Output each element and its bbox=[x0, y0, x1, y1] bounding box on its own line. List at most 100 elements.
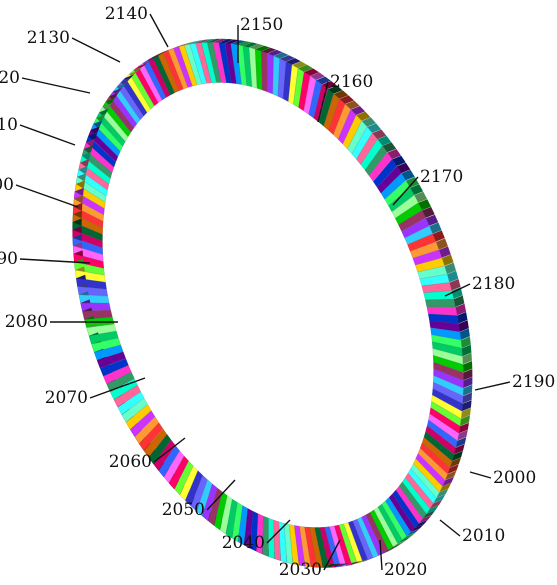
ring-bar bbox=[427, 419, 458, 448]
ring-bar bbox=[373, 506, 398, 548]
ring-bar bbox=[431, 334, 462, 349]
ring-bar-side bbox=[255, 45, 271, 52]
ring-bar-side bbox=[377, 135, 392, 146]
ring-bar bbox=[433, 375, 464, 397]
ring-bar bbox=[402, 477, 430, 514]
ring-bar-side bbox=[457, 312, 468, 324]
ring-bar-side bbox=[461, 400, 472, 412]
ring-bar bbox=[121, 397, 148, 423]
tick-label: 2100 bbox=[0, 175, 14, 195]
ring-bar-side bbox=[451, 287, 463, 299]
ring-bar bbox=[410, 241, 440, 259]
ring-bar-side bbox=[397, 536, 412, 544]
ring-bar bbox=[309, 527, 324, 568]
ring-bar bbox=[231, 502, 243, 542]
tick-label: 2180 bbox=[472, 274, 515, 294]
ring-bar bbox=[398, 210, 426, 232]
ring-bar bbox=[93, 117, 123, 152]
tick-label: 2070 bbox=[45, 388, 88, 408]
ring-bar bbox=[426, 306, 458, 316]
ring-bar bbox=[100, 358, 129, 377]
ring-bar bbox=[303, 75, 317, 115]
ring-bar bbox=[163, 450, 185, 484]
tick-mark bbox=[153, 437, 186, 463]
ring-bar bbox=[431, 394, 463, 419]
ring-bar bbox=[207, 42, 222, 83]
ring-bar bbox=[113, 86, 141, 125]
ring-bar bbox=[139, 422, 163, 451]
ring-bar bbox=[369, 152, 393, 182]
ring-bar bbox=[429, 320, 460, 332]
ring-bar-side bbox=[447, 270, 459, 283]
ring-bar bbox=[103, 365, 132, 385]
ring-bar-side bbox=[463, 369, 473, 381]
ring-bar bbox=[267, 53, 274, 95]
ring-bar-side bbox=[383, 546, 398, 553]
ring-bar-side bbox=[455, 303, 467, 316]
ring-bar bbox=[299, 526, 312, 568]
ring-bar bbox=[392, 489, 419, 529]
ring-bar bbox=[432, 341, 463, 357]
ring-bar-side bbox=[225, 39, 240, 44]
ring-bar bbox=[96, 111, 126, 147]
ring-bar bbox=[384, 180, 411, 206]
ring-bar bbox=[72, 229, 103, 248]
ring-bar bbox=[294, 525, 306, 567]
ring-bar bbox=[420, 442, 450, 475]
ring-bar-side bbox=[449, 279, 461, 291]
ring-bar-side bbox=[388, 543, 402, 550]
tick-mark bbox=[392, 176, 419, 206]
ring-bar-side bbox=[396, 162, 411, 174]
tick-labels: 2000 2010 2020 2030 2040 2050 2060 2070 2080 2090… bbox=[0, 4, 555, 580]
ring-bar bbox=[412, 249, 442, 266]
ring-bar bbox=[218, 42, 232, 84]
ring-bar bbox=[261, 51, 268, 93]
ring-bar-side bbox=[378, 549, 393, 556]
ring-bar bbox=[143, 428, 167, 458]
ring-bar-side bbox=[273, 52, 289, 59]
ring-bar bbox=[388, 493, 415, 533]
ring-bar-side bbox=[439, 482, 452, 493]
tick-label: 2150 bbox=[240, 15, 283, 35]
ring-bar bbox=[298, 71, 311, 112]
ring-bar-side bbox=[460, 336, 471, 349]
tick-mark bbox=[317, 81, 329, 123]
ring-bar bbox=[86, 135, 116, 168]
ring-bar-side bbox=[422, 206, 435, 218]
tick-label: 2040 bbox=[222, 533, 265, 553]
tick-label: 2000 bbox=[493, 468, 536, 488]
ring-bar bbox=[433, 368, 464, 389]
ring-bar-side bbox=[463, 384, 473, 396]
ring-bar bbox=[202, 483, 218, 522]
ring-bar-side bbox=[429, 222, 442, 234]
ring-bar-side bbox=[426, 505, 439, 514]
ring-bar bbox=[250, 511, 259, 552]
ring-bar-side bbox=[458, 320, 469, 332]
tick-label: 2120 bbox=[0, 68, 20, 88]
ring-bar bbox=[401, 218, 430, 239]
ring-bar bbox=[96, 351, 126, 369]
ring-bar bbox=[219, 495, 233, 535]
ring-bar-side bbox=[461, 407, 471, 419]
ring-bar bbox=[385, 497, 411, 537]
ring-bar bbox=[80, 302, 111, 312]
ring-bar bbox=[405, 472, 434, 509]
ring-bar-side bbox=[243, 42, 258, 48]
ring-bar-side bbox=[410, 524, 424, 532]
ring-bar-side bbox=[441, 254, 454, 266]
ring-bar bbox=[72, 237, 103, 255]
ring-bar bbox=[117, 391, 145, 415]
tick-label: 2010 bbox=[462, 526, 505, 546]
tick-label: 2110 bbox=[0, 115, 18, 135]
ring-bar bbox=[224, 42, 237, 84]
ring-bar-side bbox=[455, 437, 467, 448]
ring-bar bbox=[190, 475, 208, 512]
ring-bar bbox=[195, 42, 212, 84]
ring-bar-side bbox=[463, 361, 473, 373]
tick-mark bbox=[19, 124, 76, 146]
ring-bar bbox=[404, 225, 433, 245]
ring-bar-side bbox=[333, 90, 349, 99]
ring-bar bbox=[423, 290, 454, 300]
ring-bar-side bbox=[454, 444, 465, 455]
ring-bar-side bbox=[316, 76, 331, 85]
